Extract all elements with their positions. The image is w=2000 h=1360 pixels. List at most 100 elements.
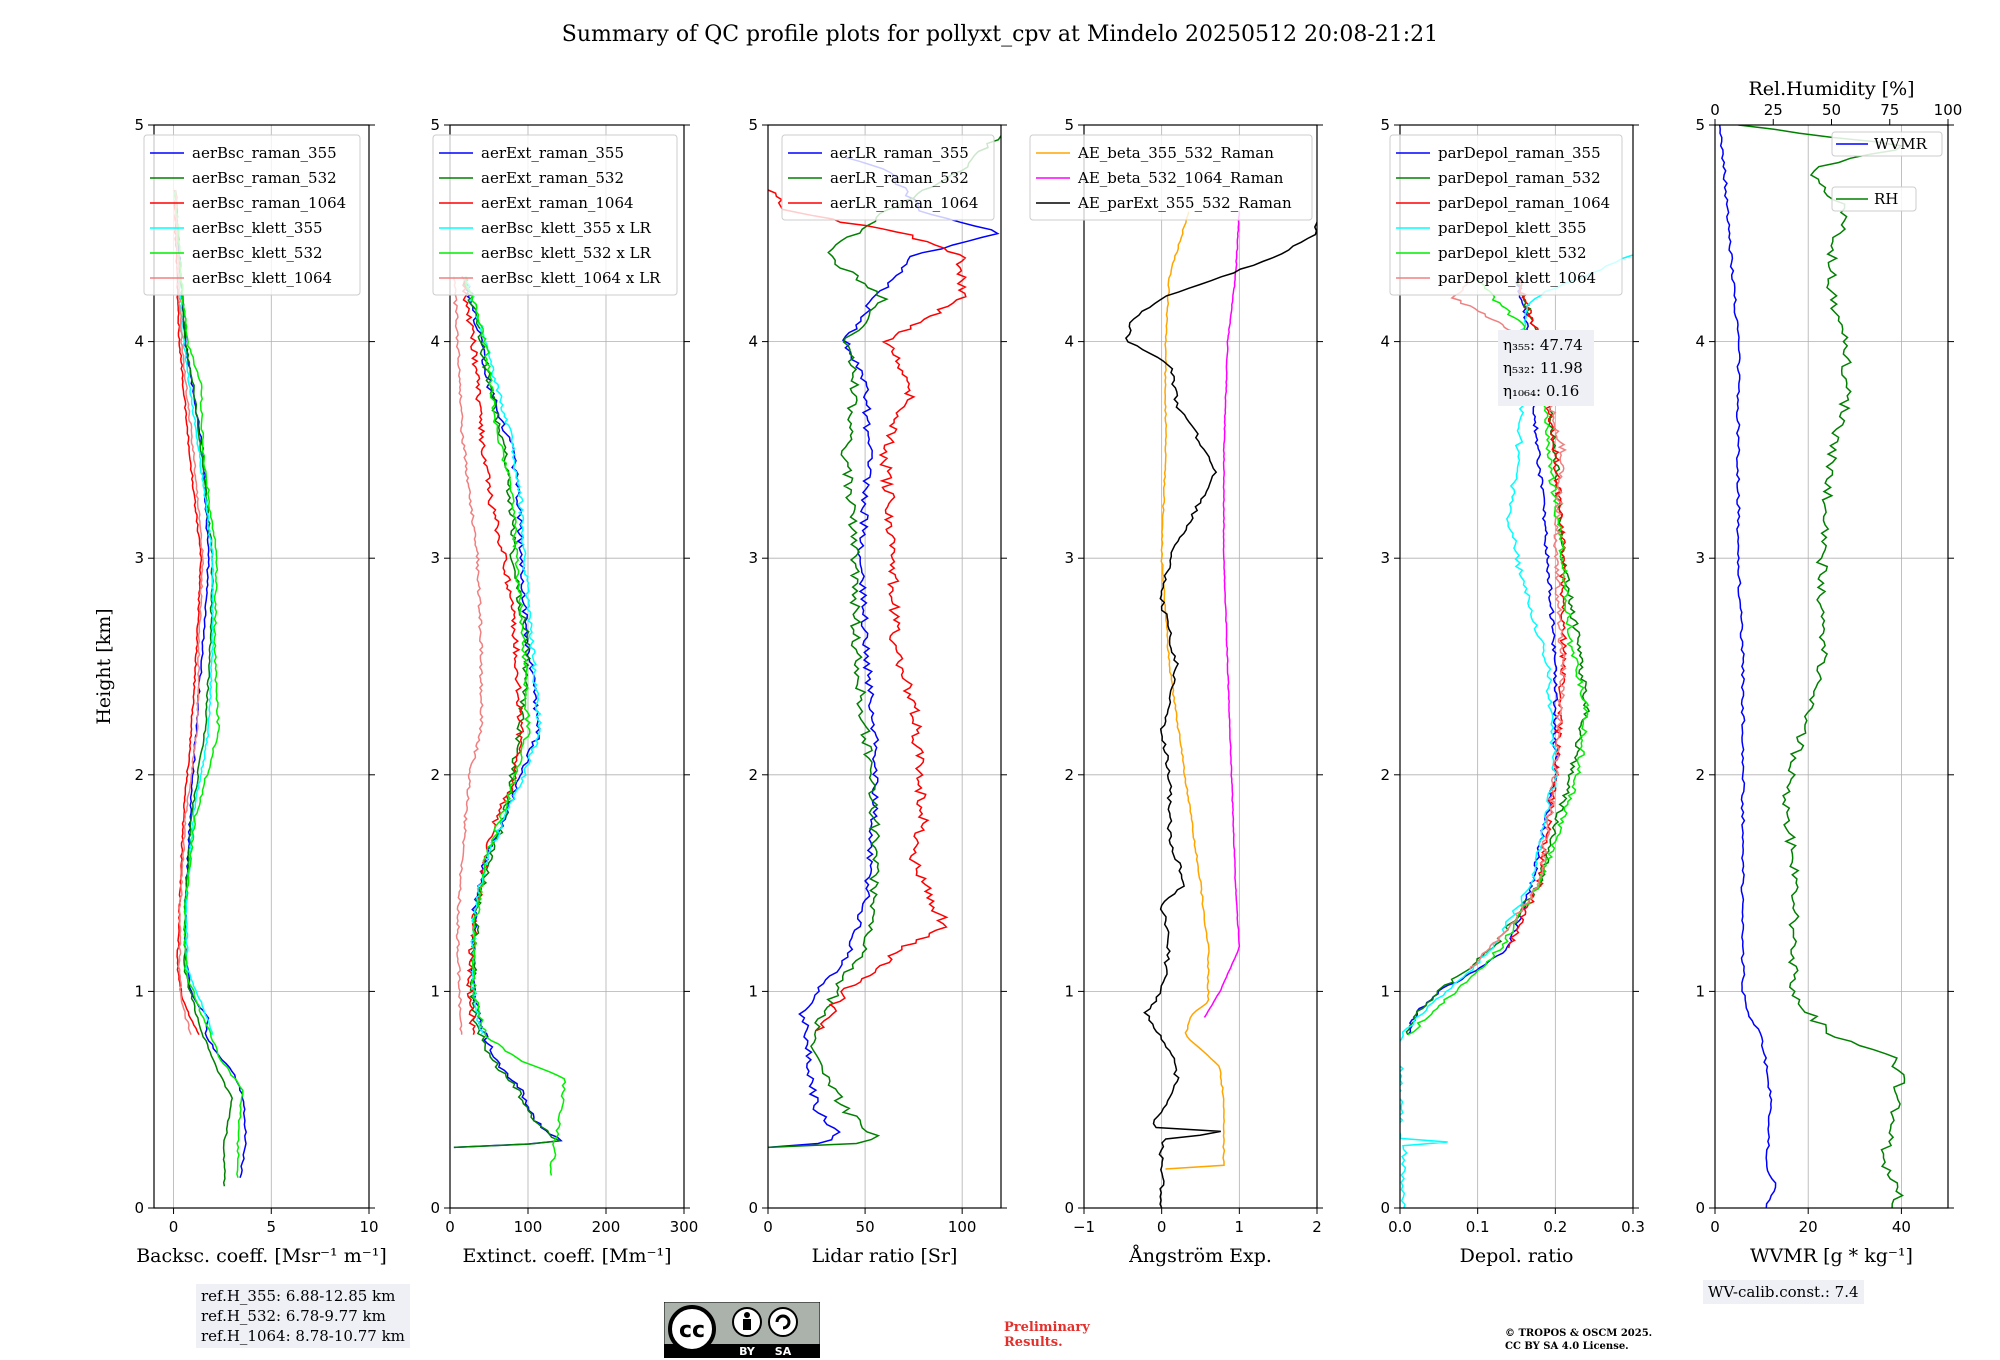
series-line-RH	[1738, 125, 1906, 1208]
legend-box	[1831, 186, 1917, 212]
x-tick-label: 0.2	[1543, 1218, 1567, 1236]
x-tick-label: 0.3	[1621, 1218, 1645, 1236]
x-axis-label: Lidar ratio [Sr]	[812, 1245, 958, 1267]
axes-frame	[767, 124, 1002, 1209]
legend-label: aerBsc_klett_355	[192, 219, 323, 237]
y-tick-label: 1	[1380, 982, 1390, 1000]
series-line-aerBsc_klett_355 x LR	[463, 276, 542, 1036]
y-tick-label: 2	[430, 766, 440, 784]
legend-label: aerBsc_raman_1064	[192, 194, 346, 212]
x-tick-label: 0	[1710, 1218, 1720, 1236]
x-tick-label: 2	[1312, 1218, 1322, 1236]
top-tick-label: 25	[1764, 101, 1783, 119]
x-tick-label: 50	[856, 1218, 875, 1236]
y-tick-label: 2	[134, 766, 144, 784]
y-tick-label: 0	[134, 1199, 144, 1217]
figure-title: Summary of QC profile plots for pollyxt_…	[561, 22, 1439, 47]
x-axis-label: Backsc. coeff. [Msr⁻¹ m⁻¹]	[136, 1245, 387, 1267]
x-axis-label: Ångström Exp.	[1128, 1245, 1272, 1267]
y-tick-label: 3	[1380, 549, 1390, 567]
panel-wv: 0 20 40 0 1 2 3 4 5 WVMR [g * kg⁻¹] 0 25 50 75 100 Rel.…	[1695, 78, 1962, 1267]
x-tick-label: 40	[1892, 1218, 1911, 1236]
legend-label: parDepol_klett_355	[1438, 219, 1587, 237]
series-line-AE_parExt_355_532_Raman	[1124, 211, 1317, 1208]
y-tick-label: 3	[1695, 549, 1705, 567]
y-tick-label: 1	[430, 982, 440, 1000]
x-axis-label: Extinct. coeff. [Mm⁻¹]	[462, 1245, 671, 1267]
copyright-line-1: © TROPOS & OSCM 2025.	[1505, 1328, 1653, 1339]
legend-label: WVMR	[1874, 135, 1928, 153]
legend-label: aerBsc_klett_532 x LR	[481, 244, 652, 262]
top-tick-label: 75	[1880, 101, 1899, 119]
y-tick-label: 0	[430, 1199, 440, 1217]
copyright-line-2: CC BY SA 4.0 License.	[1505, 1341, 1629, 1352]
annotation-box	[1498, 330, 1594, 406]
axes-frame	[449, 124, 685, 1209]
y-tick-label: 1	[1064, 982, 1074, 1000]
y-tick-label: 3	[748, 549, 758, 567]
ref-height-532: ref.H_532: 6.78-9.77 km	[201, 1307, 386, 1325]
axes-frame	[1714, 124, 1949, 1209]
legend-label: AE_parExt_355_532_Raman	[1077, 194, 1292, 212]
legend: aerBsc_raman_355 aerBsc_raman_532 aerBsc_r…	[143, 134, 361, 296]
y-tick-label: 3	[430, 549, 440, 567]
x-tick-label: 0	[169, 1218, 179, 1236]
y-tick-label: 1	[1695, 982, 1705, 1000]
legend: parDepol_raman_355 parDepol_raman_532 parD…	[1389, 134, 1623, 296]
x-tick-label: 300	[670, 1218, 699, 1236]
wv-calib-box: WV-calib.const.: 7.4	[1703, 1280, 1864, 1304]
x-tick-label: 0.0	[1388, 1218, 1412, 1236]
x-tick-label: 10	[359, 1218, 378, 1236]
ref-height-box: ref.H_355: 6.88-12.85 km ref.H_532: 6.78…	[196, 1284, 410, 1348]
series-line-aerExt_raman_532	[453, 276, 561, 1149]
series-line-WVMR	[1718, 125, 1777, 1208]
y-tick-label: 2	[1695, 766, 1705, 784]
series-group	[1718, 125, 1906, 1208]
series-line-aerBsc_klett_1064 x LR	[452, 276, 484, 1035]
y-tick-label: 4	[430, 333, 440, 351]
legend-label: parDepol_klett_1064	[1438, 269, 1596, 287]
series-line-aerLR_raman_1064	[768, 189, 967, 1032]
copyright-note: © TROPOS & OSCM 2025. CC BY SA 4.0 Licen…	[1505, 1327, 1652, 1353]
series-group	[1124, 211, 1317, 1208]
legend-label: aerBsc_klett_355 x LR	[481, 219, 652, 237]
series-line-aerLR_raman_355	[768, 156, 1000, 1149]
y-tick-label: 5	[748, 116, 758, 134]
x-tick-label: 1	[1235, 1218, 1245, 1236]
panel-dep: 0.0 0.1 0.2 0.3 0 1 2 3 4 5 Depol. ratio parDepol_r…	[1380, 116, 1644, 1267]
axes-frame	[1083, 124, 1318, 1209]
cc-by-label: BY	[739, 1345, 756, 1358]
y-tick-label: 3	[1064, 549, 1074, 567]
y-tick-label: 4	[748, 333, 758, 351]
y-tick-label: 4	[1380, 333, 1390, 351]
top-axis-label: Rel.Humidity [%]	[1748, 78, 1914, 100]
top-tick-label: 0	[1710, 101, 1720, 119]
legend-label: aerLR_raman_1064	[830, 194, 978, 212]
y-tick-label: 2	[748, 766, 758, 784]
legend-label: parDepol_raman_532	[1438, 169, 1601, 187]
legend: aerExt_raman_355 aerExt_raman_532 aerExt_r…	[432, 134, 678, 296]
y-tick-label: 0	[1695, 1199, 1705, 1217]
legend-box	[781, 134, 995, 221]
sa-share-icon	[768, 1307, 798, 1337]
preliminary-line-2: Results.	[1004, 1335, 1063, 1350]
y-tick-label: 3	[134, 549, 144, 567]
y-tick-label: 5	[1064, 116, 1074, 134]
series-line-aerLR_raman_532	[768, 135, 1001, 1149]
legend-box	[1389, 134, 1623, 296]
legend-box	[432, 134, 678, 296]
wv-calib-text: WV-calib.const.: 7.4	[1708, 1283, 1859, 1301]
y-tick-label: 0	[1064, 1199, 1074, 1217]
legend-label: aerBsc_klett_1064	[192, 269, 332, 287]
x-tick-label: 5	[266, 1218, 276, 1236]
annotation-line: η₅₃₂: 11.98	[1503, 359, 1583, 377]
legend-label: parDepol_raman_1064	[1438, 194, 1610, 212]
series-line-aerExt_raman_355	[453, 276, 563, 1149]
legend-label: parDepol_raman_355	[1438, 144, 1601, 162]
depol-annotation: η₃₅₅: 47.74 η₅₃₂: 11.98 η₁₀₆₄: 0.16	[1498, 330, 1594, 406]
y-tick-label: 1	[134, 982, 144, 1000]
legend: WVMR RH	[1831, 131, 1943, 212]
